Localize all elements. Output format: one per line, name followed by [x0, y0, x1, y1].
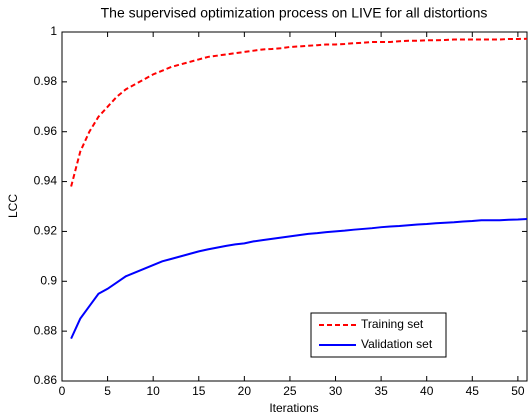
x-tick-label: 45: [466, 384, 480, 398]
y-tick-label: 0.9: [40, 273, 57, 287]
x-tick-label: 10: [146, 384, 160, 398]
y-tick-label: 0.96: [34, 124, 58, 138]
legend-label: Validation set: [361, 337, 433, 351]
series-line: [70, 217, 528, 340]
y-tick-label: 0.92: [34, 224, 58, 238]
x-tick-label: 5: [104, 384, 111, 398]
y-tick-label: 1: [50, 24, 57, 38]
chart-title: The supervised optimization process on L…: [101, 5, 488, 21]
y-tick-label: 0.94: [34, 174, 58, 188]
x-tick-label: 20: [238, 384, 252, 398]
plot-frame: [61, 31, 528, 382]
x-tick-label: 35: [374, 384, 388, 398]
y-tick-label: 0.86: [34, 373, 58, 387]
legend-box: [310, 312, 447, 358]
legend-label: Training set: [361, 317, 424, 331]
y-axis-label: LCC: [6, 194, 20, 218]
x-tick-label: 50: [511, 384, 525, 398]
x-tick-label: 0: [59, 384, 66, 398]
x-tick-label: 30: [329, 384, 343, 398]
y-tick-label: 0.98: [34, 74, 58, 88]
x-tick-label: 40: [420, 384, 434, 398]
y-tick-label: 0.88: [34, 323, 58, 337]
x-tick-label: 25: [283, 384, 297, 398]
x-tick-label: 15: [192, 384, 206, 398]
x-axis-label: Iterations: [269, 401, 318, 415]
series-line: [70, 37, 528, 187]
